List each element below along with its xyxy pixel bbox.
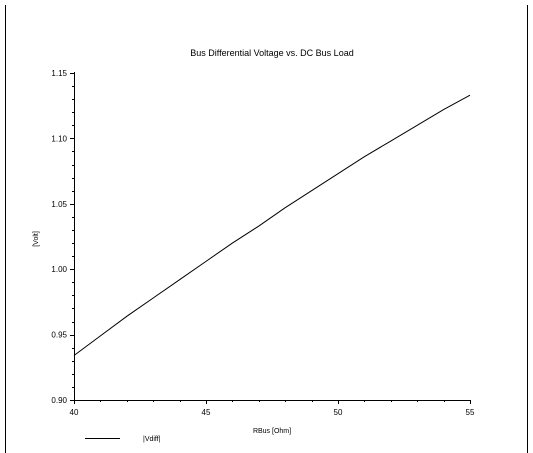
x-tick-label: 55 bbox=[466, 408, 475, 417]
y-axis-ticks: 0.90 0.95 1.00 1.05 1.10 1.15 bbox=[51, 69, 74, 405]
y-tick-label: 1.15 bbox=[51, 69, 67, 78]
y-tick-label: 1.05 bbox=[51, 200, 67, 209]
x-tick-label: 45 bbox=[202, 408, 211, 417]
x-tick-label: 50 bbox=[334, 408, 343, 417]
series-layer bbox=[73, 94, 471, 356]
series-line-vdiff bbox=[73, 94, 471, 356]
y-tick-label: 1.00 bbox=[51, 265, 67, 274]
x-axis-label: RBus [Ohm] bbox=[253, 428, 291, 435]
legend-label-vdiff: |Vdiff| bbox=[143, 436, 161, 443]
legend: |Vdiff| bbox=[85, 436, 161, 443]
y-tick-label: 1.10 bbox=[51, 134, 67, 143]
y-tick-label: 0.90 bbox=[51, 396, 67, 405]
y-axis-label: [Volt] bbox=[33, 231, 40, 247]
x-tick-label: 40 bbox=[70, 408, 79, 417]
chart-title: Bus Differential Voltage vs. DC Bus Load bbox=[190, 48, 353, 58]
x-axis-ticks: 40 45 50 55 bbox=[70, 400, 475, 417]
y-tick-label: 0.95 bbox=[51, 331, 67, 340]
